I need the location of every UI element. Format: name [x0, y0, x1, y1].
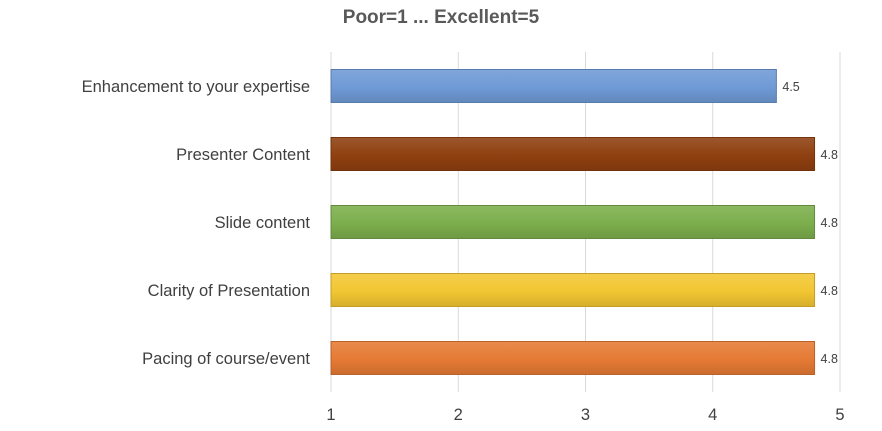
x-axis-ticks: 1 2 3 4 5 — [326, 406, 844, 424]
chart-title: Poor=1 ... Excellent=5 — [342, 7, 540, 28]
bar — [330, 341, 816, 375]
category-label: Pacing of course/event — [142, 350, 310, 368]
category-label: Clarity of Presentation — [148, 282, 310, 300]
x-tick-label: 2 — [454, 406, 463, 424]
bars — [330, 69, 816, 375]
data-label: 4.8 — [821, 216, 838, 230]
data-label: 4.5 — [782, 80, 799, 94]
x-tick-label: 4 — [708, 406, 717, 424]
category-label: Enhancement to your expertise — [82, 78, 310, 96]
x-tick-label: 1 — [326, 406, 335, 424]
bar — [330, 137, 816, 171]
x-tick-label: 3 — [581, 406, 590, 424]
data-label: 4.8 — [821, 148, 838, 162]
bar — [330, 273, 816, 307]
category-label: Slide content — [215, 214, 311, 232]
data-labels: 4.5 4.8 4.8 4.8 4.8 — [782, 80, 838, 366]
x-tick-label: 5 — [835, 406, 844, 424]
data-label: 4.8 — [821, 352, 838, 366]
category-label: Presenter Content — [176, 146, 310, 164]
data-label: 4.8 — [821, 284, 838, 298]
bar — [330, 69, 777, 103]
category-labels: Enhancement to your expertise Presenter C… — [82, 78, 311, 368]
bar — [330, 205, 816, 239]
